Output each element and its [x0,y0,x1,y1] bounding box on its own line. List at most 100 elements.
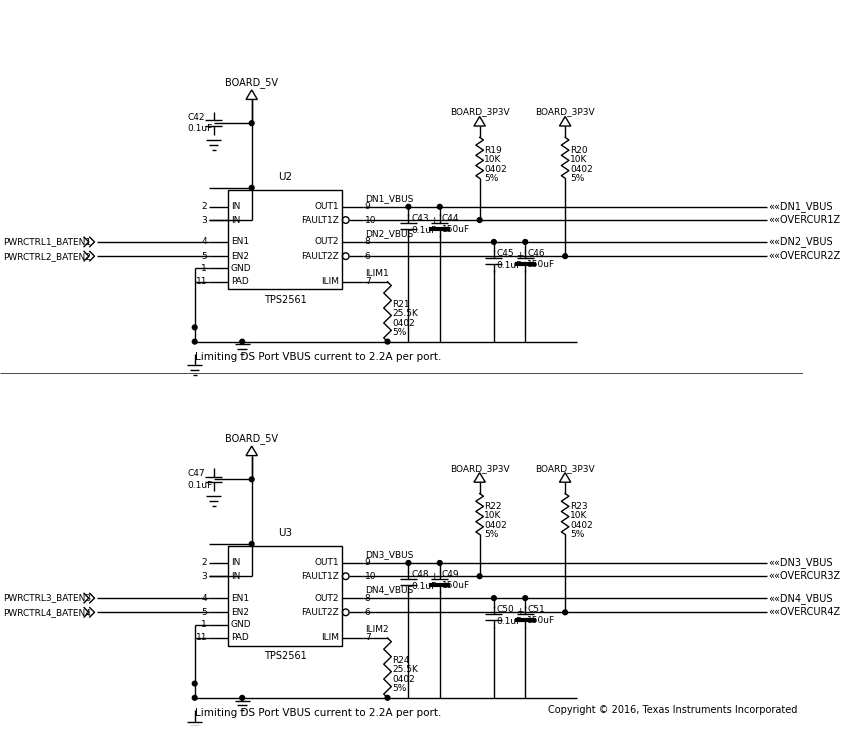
Text: 9: 9 [365,202,370,212]
Text: C48: C48 [411,570,429,579]
Text: 6: 6 [365,608,370,617]
Text: 5%: 5% [392,328,406,337]
Text: +: + [430,571,437,581]
Text: ««DN4_VBUS: ««DN4_VBUS [767,592,832,603]
Text: 0402: 0402 [392,319,414,328]
Text: EN1: EN1 [230,238,249,247]
Text: TPS2561: TPS2561 [263,295,306,305]
Text: 10K: 10K [569,155,587,164]
Text: PWRCTRL2_BATEN2: PWRCTRL2_BATEN2 [3,252,90,261]
Text: OUT1: OUT1 [314,559,338,568]
Text: R20: R20 [569,146,587,155]
Text: ILIM2: ILIM2 [365,625,388,634]
Text: 3: 3 [201,215,207,224]
Text: 1: 1 [201,264,207,273]
Text: 2: 2 [201,559,207,568]
Text: 5%: 5% [484,174,498,183]
Text: Limiting DS Port VBUS current to 2.2A per port.: Limiting DS Port VBUS current to 2.2A pe… [194,708,441,718]
Text: 8: 8 [365,238,370,247]
Text: C49: C49 [441,570,459,579]
Text: U3: U3 [278,528,292,538]
Text: 150uF: 150uF [527,616,555,625]
Text: DN3_VBUS: DN3_VBUS [365,550,413,559]
Circle shape [192,339,197,344]
Circle shape [192,325,197,330]
Circle shape [406,204,410,209]
Text: 0.1uF: 0.1uF [411,226,436,235]
Text: OUT2: OUT2 [314,238,338,247]
Text: 0402: 0402 [569,521,592,530]
Circle shape [192,681,197,686]
Text: C44: C44 [441,214,458,223]
Circle shape [385,695,389,700]
Circle shape [240,695,244,700]
Text: 10K: 10K [484,511,501,521]
Text: DN4_VBUS: DN4_VBUS [365,586,413,595]
Text: ILIM: ILIM [321,633,338,642]
Text: 150uF: 150uF [441,581,469,590]
Text: 0402: 0402 [484,165,506,174]
Text: IN: IN [230,202,240,212]
Text: PAD: PAD [230,277,248,286]
Text: 7: 7 [365,277,370,286]
Text: 25.5K: 25.5K [392,665,418,674]
Text: BOARD_3P3V: BOARD_3P3V [449,463,509,473]
Circle shape [477,218,481,223]
Text: C46: C46 [527,249,544,258]
Text: BOARD_3P3V: BOARD_3P3V [535,463,594,473]
Circle shape [249,542,254,546]
Text: 10: 10 [365,215,376,224]
Text: PWRCTRL4_BATEN4: PWRCTRL4_BATEN4 [3,608,90,617]
Text: PAD: PAD [230,633,248,642]
Text: 0.1uF: 0.1uF [496,618,522,627]
Circle shape [385,339,389,344]
Text: 5%: 5% [569,530,583,539]
Text: BOARD_5V: BOARD_5V [225,434,278,444]
Text: 10K: 10K [484,155,501,164]
Text: DN2_VBUS: DN2_VBUS [365,229,413,238]
Text: BOARD_3P3V: BOARD_3P3V [449,107,509,116]
Circle shape [491,596,495,600]
Text: C47: C47 [187,469,204,478]
Text: ««OVERCUR3Z: ««OVERCUR3Z [767,571,840,581]
Text: +: + [515,251,522,260]
Circle shape [477,574,481,579]
Circle shape [406,560,410,565]
Circle shape [192,695,197,700]
Text: ««DN3_VBUS: ««DN3_VBUS [767,557,832,568]
Text: 5%: 5% [392,685,406,694]
Text: IN: IN [230,559,240,568]
Text: R23: R23 [569,502,587,511]
Text: IN: IN [230,571,240,581]
Text: FAULT1Z: FAULT1Z [300,571,338,581]
Text: 3: 3 [201,571,207,581]
Text: BOARD_5V: BOARD_5V [225,77,278,88]
Text: Copyright © 2016, Texas Instruments Incorporated: Copyright © 2016, Texas Instruments Inco… [548,705,797,715]
Text: ILIM1: ILIM1 [365,269,388,278]
Text: 2: 2 [201,202,207,212]
Circle shape [437,204,441,209]
Text: ILIM: ILIM [321,277,338,286]
Text: 150uF: 150uF [441,225,469,234]
Text: TPS2561: TPS2561 [263,651,306,661]
Text: C43: C43 [411,214,429,223]
Text: C51: C51 [527,605,544,614]
Circle shape [522,240,527,244]
Text: 4: 4 [201,238,207,247]
Text: R19: R19 [484,146,501,155]
Text: 0402: 0402 [392,675,414,684]
Text: FAULT2Z: FAULT2Z [301,252,338,261]
Text: EN2: EN2 [230,252,248,261]
Circle shape [249,121,254,126]
Text: DN1_VBUS: DN1_VBUS [365,194,413,203]
Circle shape [491,240,495,244]
Text: 10: 10 [365,571,376,581]
Circle shape [249,186,254,190]
Text: OUT1: OUT1 [314,202,338,212]
Text: 11: 11 [195,633,207,642]
Text: FAULT1Z: FAULT1Z [300,215,338,224]
Bar [228,190,342,289]
Text: BOARD_3P3V: BOARD_3P3V [535,107,594,116]
Text: 0402: 0402 [484,521,506,530]
Text: 0.1uF: 0.1uF [187,481,212,489]
